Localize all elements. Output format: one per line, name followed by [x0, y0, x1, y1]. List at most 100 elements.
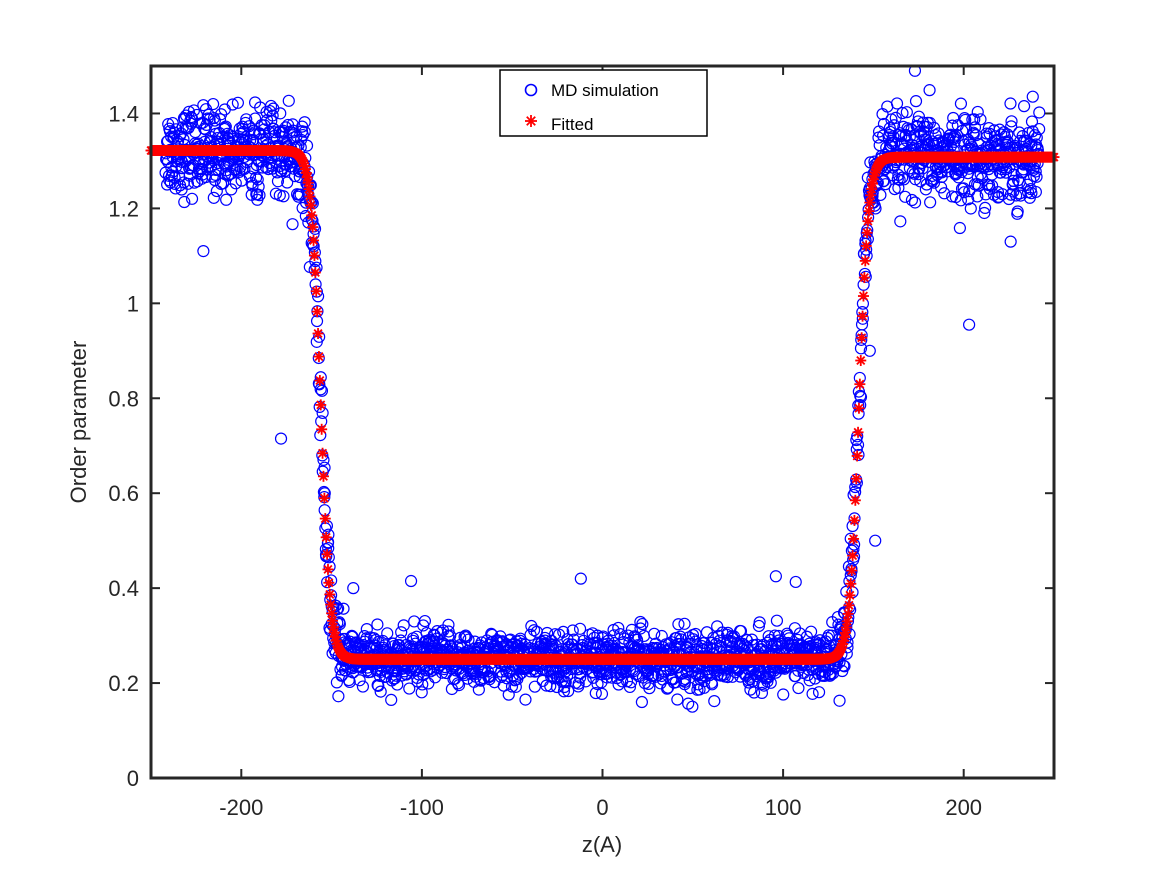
fitted-point — [844, 600, 855, 611]
fitted-point — [305, 200, 316, 211]
fitted-point — [863, 206, 874, 217]
md-point — [1027, 91, 1038, 102]
fitted-point — [854, 379, 865, 390]
fitted-point — [318, 471, 329, 482]
fitted-point — [848, 533, 859, 544]
md-point — [814, 687, 825, 698]
fitted-point — [314, 375, 325, 386]
md-point — [870, 535, 881, 546]
md-point — [770, 571, 781, 582]
fitted-point — [855, 355, 866, 366]
fitted-point — [844, 590, 855, 601]
legend-label-md: MD simulation — [551, 81, 659, 100]
md-point — [924, 85, 935, 96]
fitted-point — [849, 515, 860, 526]
fitted-point — [857, 311, 868, 322]
fitted-point — [325, 599, 336, 610]
md-point — [423, 678, 434, 689]
md-point — [975, 114, 986, 125]
md-point — [954, 223, 965, 234]
md-point — [1005, 236, 1016, 247]
md-point — [925, 197, 936, 208]
md-point — [649, 628, 660, 639]
fitted-point — [843, 608, 854, 619]
fitted-point — [847, 550, 858, 561]
x-tick-label: 200 — [945, 795, 982, 820]
md-point — [419, 616, 430, 627]
md-point — [673, 619, 684, 630]
md-point — [1034, 107, 1045, 118]
legend-asterisk-shape — [525, 115, 537, 127]
y-tick-label: 1.2 — [108, 196, 139, 221]
md-point — [790, 576, 801, 587]
md-point — [1019, 101, 1030, 112]
fitted-point — [317, 448, 328, 459]
fitted-point — [310, 267, 321, 278]
md-point — [955, 98, 966, 109]
x-tick-label: 100 — [765, 795, 802, 820]
x-axis-label: z(A) — [582, 832, 622, 857]
md-point — [637, 619, 648, 630]
md-point — [287, 219, 298, 230]
md-point — [221, 194, 232, 205]
fitted-point — [858, 291, 869, 302]
fitted-point — [853, 427, 864, 438]
md-point — [910, 197, 921, 208]
fitted-point — [324, 589, 335, 600]
md-point — [1012, 206, 1023, 217]
fitted-point — [860, 255, 871, 266]
md-point — [575, 573, 586, 584]
fitted-point — [312, 306, 323, 317]
md-point — [372, 619, 383, 630]
fitted-point — [304, 191, 315, 202]
fitted-point — [862, 227, 873, 238]
fitted-point — [862, 216, 873, 227]
md-point — [906, 195, 917, 206]
md-point — [793, 683, 804, 694]
fitted-point — [851, 473, 862, 484]
x-tick-label: 0 — [596, 795, 608, 820]
md-point — [900, 191, 911, 202]
md-point — [302, 140, 313, 151]
md-point — [895, 216, 906, 227]
legend: MD simulation Fitted — [500, 70, 707, 136]
md-point — [672, 694, 683, 705]
fitted-point — [845, 578, 856, 589]
x-tick-label: -100 — [400, 795, 444, 820]
md-point — [529, 681, 540, 692]
fitted-point — [309, 250, 320, 261]
md-point — [596, 688, 607, 699]
fitted-point — [853, 403, 864, 414]
fitted-point — [311, 286, 322, 297]
fitted-point — [861, 240, 872, 251]
md-point — [276, 433, 287, 444]
md-point — [354, 675, 365, 686]
y-tick-label: 0 — [127, 766, 139, 791]
md-point — [636, 697, 647, 708]
y-tick-label: 1.4 — [108, 101, 139, 126]
fitted-point — [307, 222, 318, 233]
y-tick-label: 0.2 — [108, 671, 139, 696]
md-point — [333, 691, 344, 702]
md-point — [679, 618, 690, 629]
md-point — [778, 689, 789, 700]
fitted-point — [322, 549, 333, 560]
fitted-point — [856, 332, 867, 343]
md-point — [386, 694, 397, 705]
fitted-point — [315, 399, 326, 410]
legend-label-fitted: Fitted — [551, 115, 594, 134]
fitted-points — [146, 145, 1060, 665]
md-point — [208, 192, 219, 203]
fitted-point — [306, 210, 317, 221]
fitted-point — [313, 351, 324, 362]
fitted-point — [852, 450, 863, 461]
fitted-point — [322, 564, 333, 575]
md-point — [283, 95, 294, 106]
md-point — [1005, 98, 1016, 109]
md-point — [834, 695, 845, 706]
md-point — [406, 576, 417, 587]
md-point — [771, 615, 782, 626]
